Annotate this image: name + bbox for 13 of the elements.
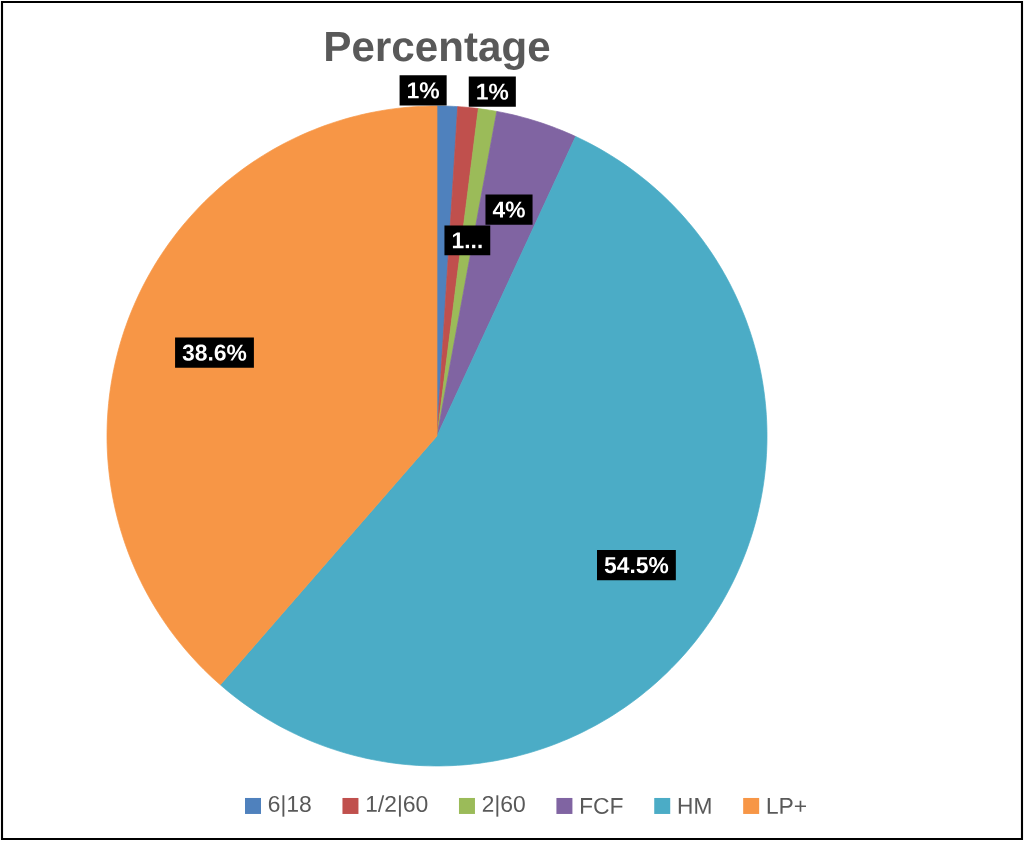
legend-label: 2|60 bbox=[482, 795, 525, 817]
chart-title: Percentage bbox=[326, 32, 550, 70]
data-label: 1% bbox=[408, 82, 439, 99]
data-label: 4% bbox=[492, 201, 525, 218]
legend-label: LP+ bbox=[767, 798, 806, 814]
data-label: 38.6% bbox=[182, 344, 247, 361]
data-label: 1... bbox=[452, 232, 482, 249]
data-label: 54.5% bbox=[604, 557, 669, 574]
legend-label: 6|18 bbox=[268, 795, 311, 817]
legend-label: HM bbox=[678, 798, 711, 814]
legend-label: 1/2|60 bbox=[366, 795, 428, 817]
legend-label: FCF bbox=[581, 797, 623, 815]
data-label: 1% bbox=[477, 83, 509, 100]
